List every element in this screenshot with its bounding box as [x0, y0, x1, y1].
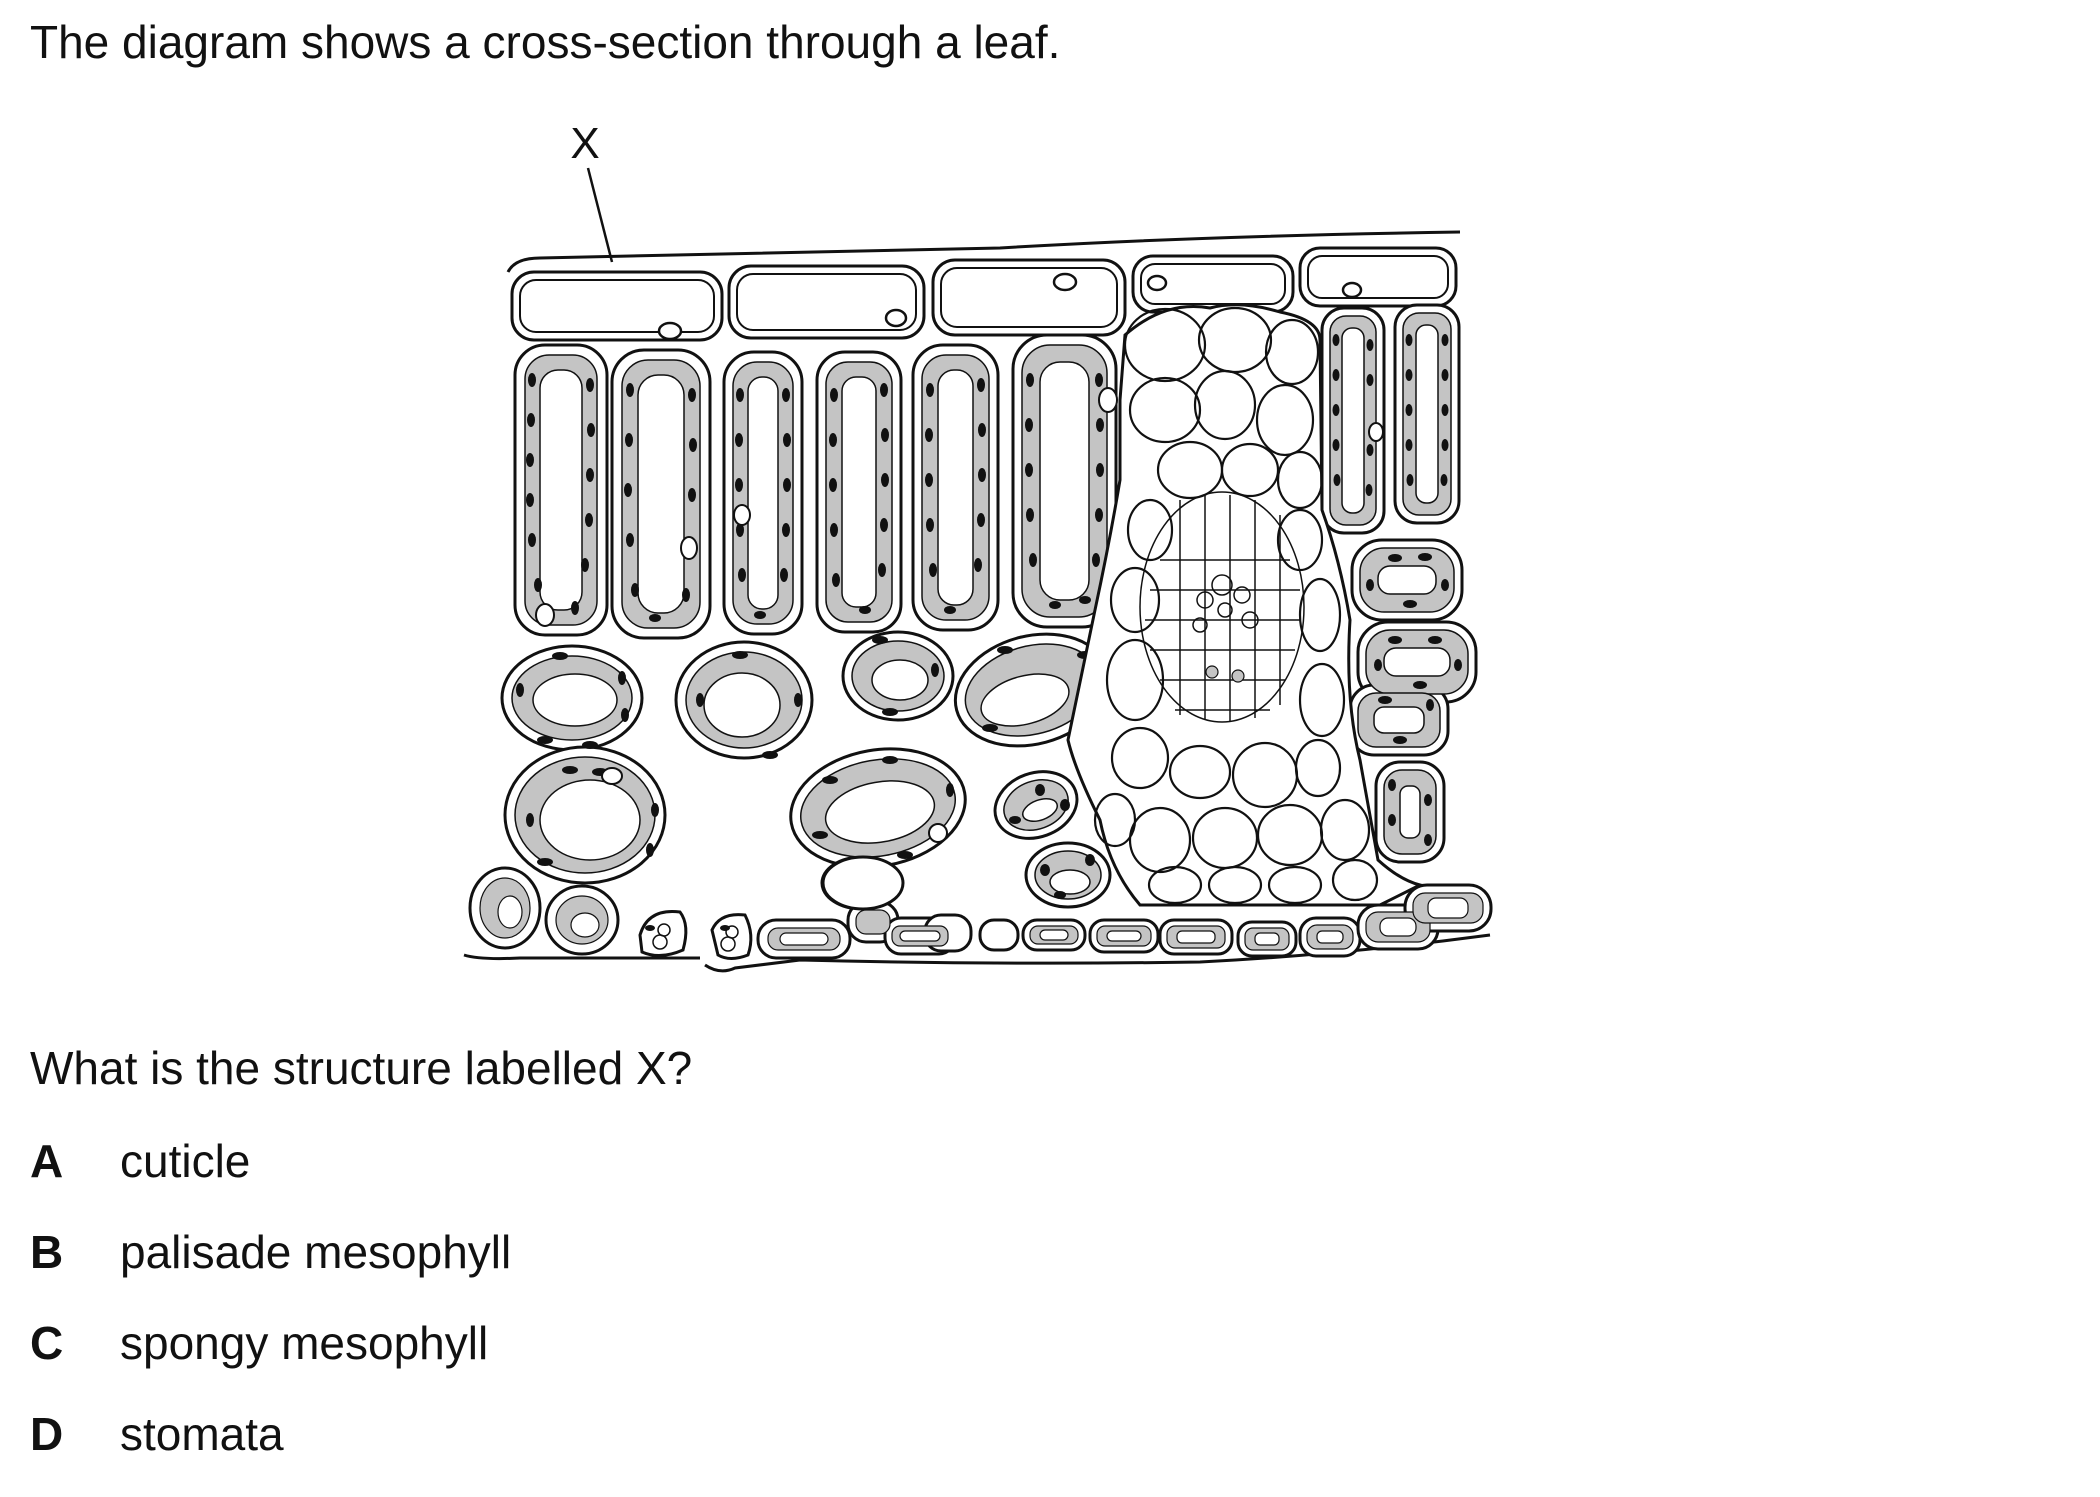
option-text: palisade mesophyll	[120, 1226, 512, 1278]
option-a[interactable]: A cuticle	[30, 1133, 511, 1224]
upper-cuticle	[506, 230, 1461, 273]
option-text: stomata	[120, 1408, 284, 1460]
option-letter: D	[30, 1408, 64, 1460]
upper-epidermis-cell	[510, 270, 724, 342]
option-text: spongy mesophyll	[120, 1317, 489, 1369]
option-letter: B	[30, 1226, 64, 1278]
lower-epidermis	[463, 855, 1493, 973]
upper-epidermis-cell	[1298, 246, 1458, 308]
guard-cells	[652, 923, 739, 952]
label-x: X	[570, 119, 599, 168]
option-letter: A	[30, 1135, 64, 1187]
option-b[interactable]: B palisade mesophyll	[30, 1224, 511, 1315]
upper-epidermis-cell	[931, 258, 1127, 337]
label-x-leader	[586, 167, 614, 263]
answer-options: A cuticle B palisade mesophyll C spongy …	[30, 1133, 511, 1497]
upper-epidermis-cell	[727, 264, 926, 340]
lower-cuticle	[463, 933, 1491, 973]
option-c[interactable]: C spongy mesophyll	[30, 1315, 511, 1406]
option-letter: C	[30, 1317, 64, 1369]
upper-epidermis	[510, 246, 1458, 342]
vascular-bundle	[1066, 303, 1425, 907]
option-d[interactable]: D stomata	[30, 1406, 511, 1497]
leaf-cross-section-diagram: X	[463, 119, 1493, 973]
palisade-mesophyll	[513, 303, 1461, 640]
question-prompt: What is the structure labelled X?	[30, 1042, 693, 1094]
question-intro: The diagram shows a cross-section throug…	[30, 16, 1061, 68]
option-text: cuticle	[120, 1135, 251, 1187]
